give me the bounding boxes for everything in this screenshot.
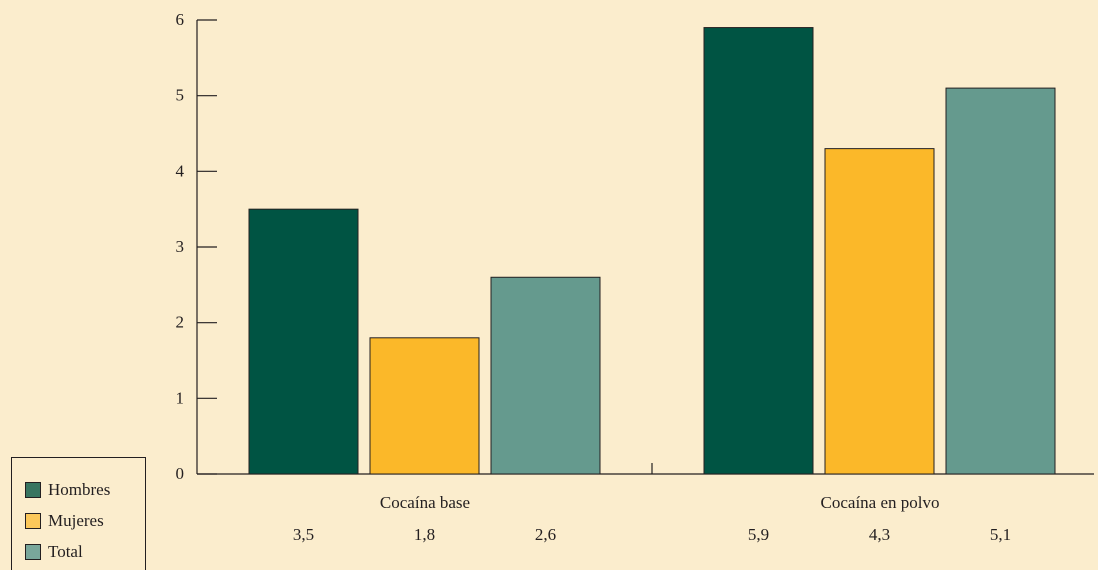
- legend-item-mujeres: Mujeres: [25, 505, 145, 536]
- value-label-total-base: 2,6: [535, 525, 556, 544]
- legend-label-mujeres: Mujeres: [48, 511, 104, 530]
- y-tick-label-0: 0: [176, 464, 185, 483]
- y-tick-label-5: 5: [176, 86, 185, 105]
- legend-label-total: Total: [48, 542, 83, 561]
- value-label-mujeres-base: 1,8: [414, 525, 435, 544]
- bar-hombres-polvo: [703, 27, 814, 475]
- bar-total-polvo: [945, 87, 1056, 475]
- legend-item-total: Total: [25, 536, 145, 567]
- legend-item-hombres: Hombres: [25, 474, 145, 505]
- y-tick-label-6: 6: [176, 10, 185, 29]
- value-label-hombres-base: 3,5: [293, 525, 314, 544]
- legend-label-hombres: Hombres: [48, 480, 111, 499]
- value-label-total-polvo: 5,1: [990, 525, 1011, 544]
- value-label-hombres-polvo: 5,9: [748, 525, 769, 544]
- y-tick-label-2: 2: [176, 313, 185, 332]
- legend: Hombres Mujeres Total: [11, 457, 146, 570]
- category-label-base: Cocaína base: [380, 493, 470, 512]
- y-tick-label-1: 1: [176, 388, 185, 407]
- legend-swatch-total: [25, 543, 41, 560]
- y-tick-label-3: 3: [176, 237, 185, 256]
- legend-swatch-hombres: [25, 481, 41, 498]
- bar-mujeres-polvo: [824, 148, 935, 475]
- legend-swatch-mujeres: [25, 512, 41, 529]
- bar-mujeres-base: [369, 337, 480, 475]
- bar-hombres-base: [248, 208, 359, 475]
- bar-total-base: [490, 276, 601, 475]
- value-label-mujeres-polvo: 4,3: [869, 525, 890, 544]
- y-tick-label-4: 4: [176, 161, 185, 180]
- category-label-polvo: Cocaína en polvo: [821, 493, 940, 512]
